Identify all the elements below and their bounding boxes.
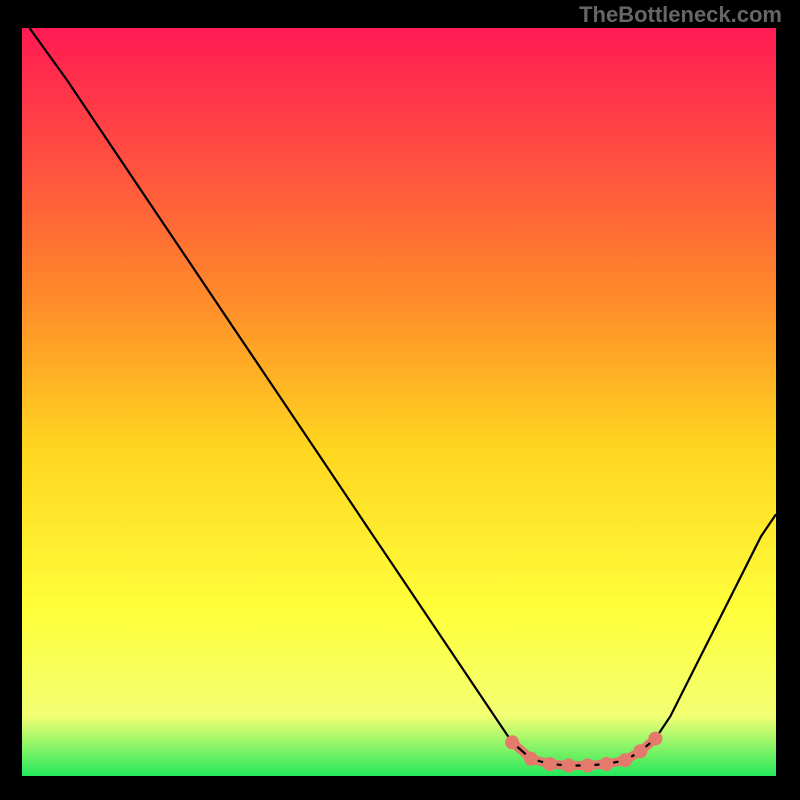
curve-marker bbox=[581, 759, 595, 773]
chart-background bbox=[22, 28, 776, 776]
watermark-text: TheBottleneck.com bbox=[579, 2, 782, 28]
chart-root: TheBottleneck.com bbox=[0, 0, 800, 800]
curve-marker bbox=[524, 752, 538, 766]
curve-marker bbox=[599, 757, 613, 771]
curve-marker bbox=[562, 759, 576, 773]
curve-marker bbox=[633, 744, 647, 758]
curve-marker bbox=[618, 753, 632, 767]
curve-marker bbox=[648, 732, 662, 746]
curve-marker bbox=[543, 757, 557, 771]
bottleneck-curve-chart bbox=[0, 0, 800, 800]
curve-marker bbox=[505, 735, 519, 749]
